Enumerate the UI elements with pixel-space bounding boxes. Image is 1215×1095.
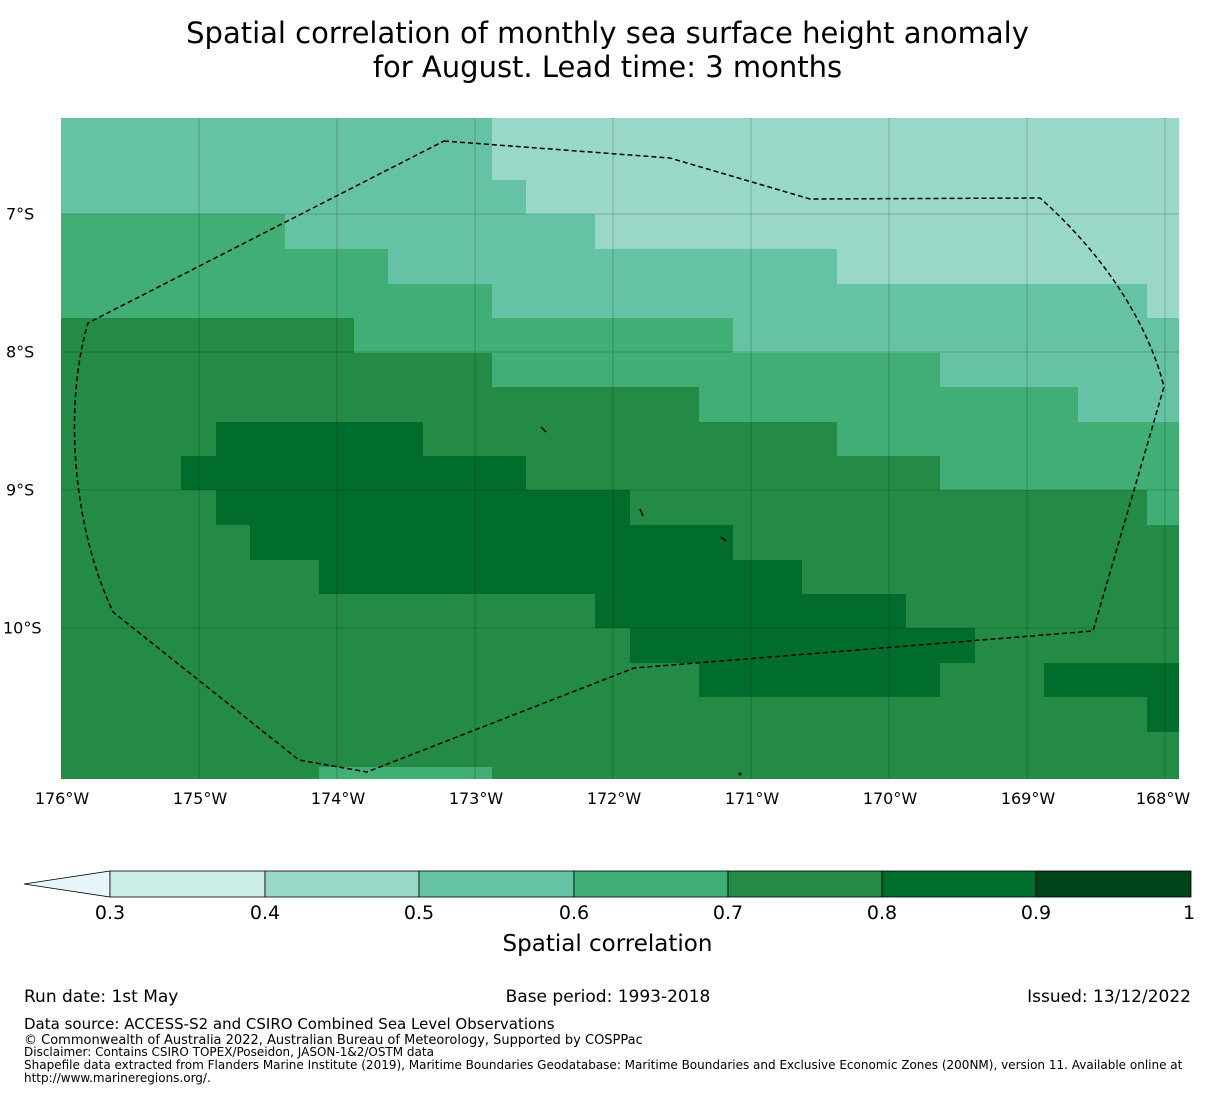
colorbar-segment <box>881 870 1037 898</box>
colorbar-tick: 0.8 <box>866 902 898 924</box>
issued-date: Issued: 13/12/2022 <box>1027 987 1191 1007</box>
shapefile-credit: Shapefile data extracted from Flanders M… <box>24 1058 1183 1085</box>
correlation-cell <box>216 422 423 456</box>
colorbar-tick: 0.9 <box>1020 902 1052 924</box>
disclaimer: Disclaimer: Contains CSIRO TOPEX/Poseido… <box>24 1045 434 1059</box>
lon-label: 174°W <box>310 789 366 808</box>
lon-label: 172°W <box>586 789 642 808</box>
island <box>540 426 547 433</box>
lon-label: 175°W <box>172 789 228 808</box>
island <box>720 536 727 542</box>
correlation-cell <box>699 387 1078 422</box>
data-source: Data source: ACCESS-S2 and CSIRO Combine… <box>24 1015 555 1033</box>
correlation-cell <box>630 628 975 663</box>
run-date: Run date: 1st May <box>24 987 179 1007</box>
lat-label: 8°S <box>6 342 35 362</box>
island <box>738 772 742 776</box>
colorbar-segment <box>727 870 883 898</box>
lat-label: 9°S <box>6 480 35 500</box>
correlation-cell <box>492 353 940 387</box>
colorbar-tick: 0.4 <box>249 902 281 924</box>
lon-label: 170°W <box>862 789 918 808</box>
correlation-cell <box>285 214 595 249</box>
correlation-cells <box>61 118 1179 779</box>
correlation-cell <box>492 284 1147 318</box>
correlation-cell <box>1044 663 1179 697</box>
correlation-cell <box>61 318 354 353</box>
correlation-cell <box>319 560 802 594</box>
correlation-cell <box>61 249 388 284</box>
lat-label: 10°S <box>3 618 42 638</box>
correlation-cell <box>181 456 526 490</box>
lon-label: 173°W <box>448 789 504 808</box>
correlation-cell <box>61 284 492 318</box>
colorbar-tick: 0.6 <box>558 902 590 924</box>
correlation-cell <box>1147 284 1179 318</box>
colorbar-tick: 0.3 <box>94 902 126 924</box>
island <box>639 508 644 517</box>
correlation-cell <box>492 180 526 214</box>
correlation-cell <box>250 525 733 560</box>
colorbar-segment <box>109 870 266 898</box>
map-title-line-1: Spatial correlation of monthly sea surfa… <box>186 16 1029 50</box>
colorbar-label: Spatial correlation <box>502 931 713 957</box>
correlation-cell <box>1147 697 1179 732</box>
colorbar-tick: 0.7 <box>712 902 744 924</box>
colorbar-segment <box>418 870 575 898</box>
copyright: © Commonwealth of Australia 2022, Austra… <box>24 1033 643 1048</box>
base-period: Base period: 1993-2018 <box>505 987 711 1007</box>
correlation-cell <box>595 594 906 628</box>
correlation-cell <box>1078 387 1179 422</box>
correlation-cell <box>733 318 1179 353</box>
correlation-cell <box>492 387 699 422</box>
lon-label: 171°W <box>724 789 780 808</box>
correlation-cell <box>940 353 1179 387</box>
lat-label: 7°S <box>6 204 35 224</box>
graticule <box>61 118 1179 779</box>
colorbar-tick: 0.5 <box>403 902 435 924</box>
correlation-cell <box>61 353 492 387</box>
correlation-cell <box>837 422 1179 456</box>
correlation-cell <box>216 490 630 525</box>
map-title-line-2: for August. Lead time: 3 months <box>372 50 843 84</box>
correlation-cell <box>561 180 1179 214</box>
correlation-cell <box>61 118 492 214</box>
correlation-cell <box>354 318 733 353</box>
correlation-cell <box>492 118 1179 180</box>
correlation-cell <box>699 663 940 697</box>
colorbar-segment <box>573 870 729 898</box>
correlation-cell <box>1147 490 1179 525</box>
lon-label: 168°W <box>1135 789 1191 808</box>
colorbar-segment <box>264 870 420 898</box>
colorbar-extend-triangle <box>23 870 111 898</box>
lon-label: 169°W <box>1000 789 1056 808</box>
correlation-cell <box>595 214 1179 249</box>
correlation-cell <box>319 767 492 779</box>
eez-boundary <box>73 140 1165 773</box>
correlation-cell <box>388 249 837 284</box>
colorbar-tick: 1 <box>1182 902 1196 924</box>
lon-label: 176°W <box>34 789 90 808</box>
colorbar-segment <box>1035 870 1192 898</box>
correlation-cell <box>837 249 1179 284</box>
correlation-cell <box>61 214 285 249</box>
